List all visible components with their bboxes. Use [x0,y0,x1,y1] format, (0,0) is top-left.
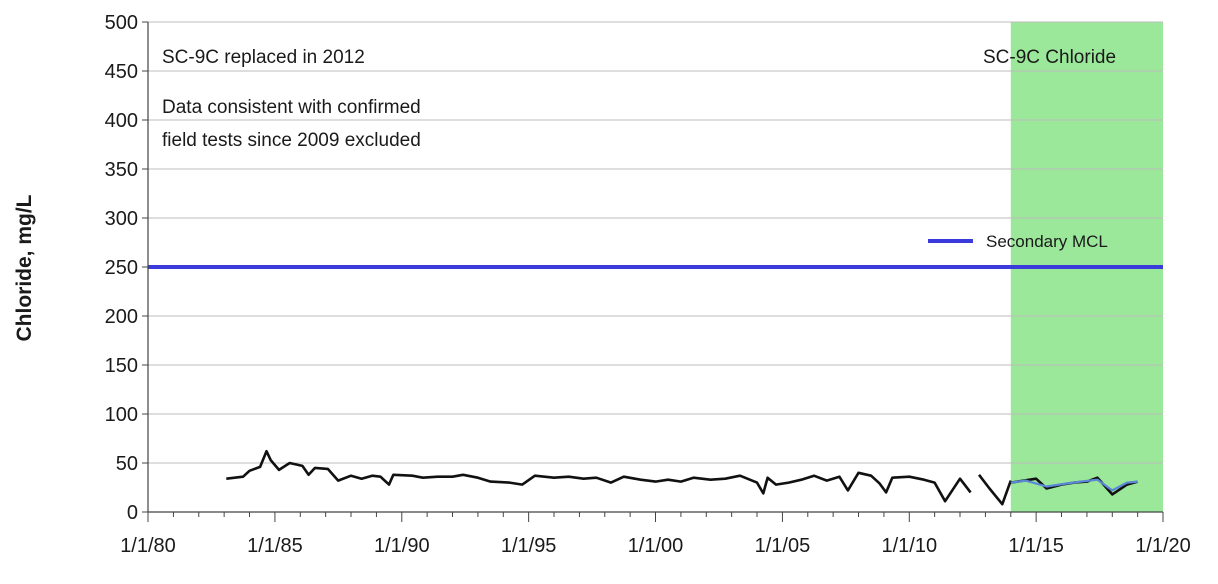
x-tick-label-1-1-05: 1/1/05 [755,535,811,557]
y-tick-label-50: 50 [116,453,138,475]
x-tick-label-1-1-10: 1/1/10 [881,535,937,557]
y-tick-label-400: 400 [105,110,138,132]
y-tick-label-350: 350 [105,159,138,181]
y-tick-label-200: 200 [105,306,138,328]
y-tick-label-500: 500 [105,12,138,34]
y-axis-label: Chloride, mg/L [13,194,36,341]
y-tick-label-250: 250 [105,257,138,279]
annotation-replaced: SC-9C replaced in 2012 [162,47,365,68]
x-tick-label-1-1-80: 1/1/80 [120,535,176,557]
annotation-consistent-line-2: field tests since 2009 excluded [162,130,421,151]
x-tick-label-1-1-95: 1/1/95 [501,535,557,557]
y-tick-label-450: 450 [105,61,138,83]
series-1-line-segment-0 [1010,478,1138,492]
annotation-consistent-line-1: Data consistent with confirmed [162,97,421,118]
y-tick-label-0: 0 [127,502,138,524]
x-tick-label-1-1-90: 1/1/90 [374,535,430,557]
series-0-line-segment-1 [977,474,1013,506]
y-tick-label-150: 150 [105,355,138,377]
annotation-sc9c-chloride: SC-9C Chloride [983,47,1116,68]
y-tick-label-300: 300 [105,208,138,230]
x-tick-label-1-1-15: 1/1/15 [1008,535,1064,557]
series-0-line-segment-0 [226,449,972,503]
x-tick-label-1-1-20: 1/1/20 [1135,535,1191,557]
y-tick-label-100: 100 [105,404,138,426]
x-tick-label-1-1-85: 1/1/85 [247,535,303,557]
x-tick-label-1-1-00: 1/1/00 [628,535,684,557]
legend-label-secondary-mcl: Secondary MCL [986,232,1108,251]
